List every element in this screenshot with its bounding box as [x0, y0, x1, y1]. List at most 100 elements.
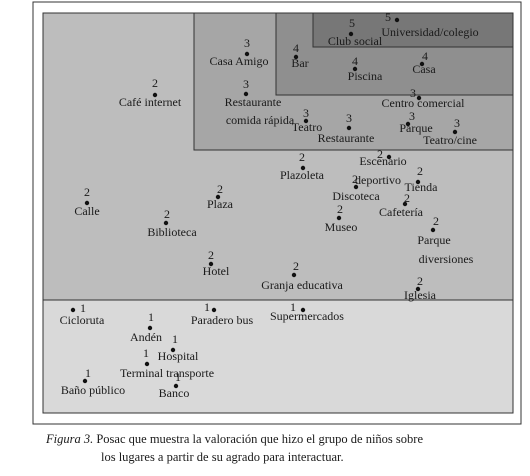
- node-dot: [243, 91, 249, 97]
- node-dot: [300, 307, 306, 313]
- node-rating: 3: [454, 116, 460, 130]
- node-dot: [293, 54, 299, 60]
- node-label: Cicloruta: [60, 313, 105, 327]
- node-label: Bar: [291, 56, 308, 70]
- node-dot: [173, 383, 179, 389]
- node-dot: [84, 200, 90, 206]
- node-label: Casa Amigo: [210, 54, 269, 68]
- node-rating: 2: [352, 172, 358, 186]
- node-label: Club social: [328, 34, 383, 48]
- node-rating: 3: [303, 106, 309, 120]
- node-label: Parque: [399, 121, 432, 135]
- node-dot: [300, 165, 306, 171]
- node-dot: [405, 121, 411, 127]
- node-dot: [208, 261, 214, 267]
- caption-line: los lugares a partir de su agrado para i…: [101, 450, 344, 464]
- node-label: Discoteca: [332, 189, 380, 203]
- node-dot: [152, 92, 158, 98]
- node-dot: [336, 215, 342, 221]
- node-rating: 2: [377, 147, 383, 161]
- node-rating: 4: [293, 41, 299, 55]
- node-rating: 3: [244, 36, 250, 50]
- node-label: comida rápida: [226, 113, 295, 127]
- node-rating: 2: [293, 259, 299, 273]
- node-label: Baño público: [61, 383, 125, 397]
- node-label: Granja educativa: [261, 278, 343, 292]
- node-dot: [291, 272, 297, 278]
- node-label: Piscina: [348, 69, 383, 83]
- node-dot: [415, 286, 421, 292]
- node-dot: [303, 118, 309, 124]
- node-dot: [402, 201, 408, 207]
- node-rating: 2: [217, 182, 223, 196]
- node-label: Museo: [325, 220, 358, 234]
- node-rating: 1: [148, 310, 154, 324]
- node-label: Centro comercial: [382, 96, 466, 110]
- node-dot: [353, 184, 359, 190]
- node-label: Terminal transporte: [120, 366, 214, 380]
- node-label: Paradero bus: [191, 313, 254, 327]
- node-label: deportivo: [355, 173, 401, 187]
- node-dot: [419, 61, 425, 67]
- node-rating: 1: [172, 332, 178, 346]
- node-label: Cafetería: [379, 205, 424, 219]
- node-dot: [144, 361, 150, 367]
- node-rating: 1: [290, 300, 296, 314]
- node-rating: 2: [417, 274, 423, 288]
- node-dot: [170, 347, 176, 353]
- node-rating: 2: [433, 214, 439, 228]
- node-rating: 2: [84, 185, 90, 199]
- node-dot: [452, 129, 458, 135]
- caption: Figura 3. Posac que muestra la valoració…: [45, 432, 423, 446]
- node-rating: 3: [409, 109, 415, 123]
- node-rating: 2: [299, 150, 305, 164]
- node-label: Calle: [74, 204, 99, 218]
- node-dot: [211, 307, 217, 313]
- node-label: Universidad/colegio: [381, 25, 478, 39]
- node-dot: [416, 95, 422, 101]
- node-rating: 2: [404, 191, 410, 205]
- node-label: Tienda: [405, 180, 439, 194]
- node-label: Restaurante: [318, 131, 375, 145]
- node-rating: 2: [417, 164, 423, 178]
- node-dot: [244, 51, 250, 57]
- node-dot: [352, 66, 358, 72]
- caption-line: Posac que muestra la valoración que hizo…: [96, 432, 423, 446]
- node-dot: [346, 125, 352, 131]
- node-label: Teatro: [292, 120, 322, 134]
- node-rating: 1: [85, 366, 91, 380]
- node-label: diversiones: [419, 252, 474, 266]
- node-label: Teatro/cine: [423, 133, 477, 147]
- node-label: Andén: [130, 330, 162, 344]
- node-dot: [163, 220, 169, 226]
- node-dot: [147, 325, 153, 331]
- node-rating: 1: [143, 346, 149, 360]
- node-rating: 2: [164, 207, 170, 221]
- node-rating: 4: [352, 54, 358, 68]
- node-label: Hospital: [158, 349, 199, 363]
- region-5: [312, 12, 514, 48]
- node-dot: [394, 17, 400, 23]
- region-1: [42, 299, 514, 414]
- node-rating: 3: [346, 111, 352, 125]
- node-rating: 1: [175, 370, 181, 384]
- node-label: Café internet: [119, 95, 182, 109]
- node-label: Casa: [412, 62, 436, 76]
- node-label: Escenario: [359, 154, 406, 168]
- node-dot: [215, 194, 221, 200]
- node-dot: [348, 31, 354, 37]
- caption-figure: Figura 3.: [45, 432, 93, 446]
- node-label: Plazoleta: [280, 168, 325, 182]
- node-dot: [386, 154, 392, 160]
- node-label: Supermercados: [270, 309, 344, 323]
- node-rating: 4: [422, 49, 428, 63]
- node-label: Biblioteca: [147, 225, 197, 239]
- node-rating: 1: [204, 300, 210, 314]
- node-rating: 1: [80, 301, 86, 315]
- node-rating: 2: [337, 202, 343, 216]
- node-label: Parque: [417, 233, 450, 247]
- node-label: Plaza: [207, 197, 234, 211]
- node-rating: 3: [243, 77, 249, 91]
